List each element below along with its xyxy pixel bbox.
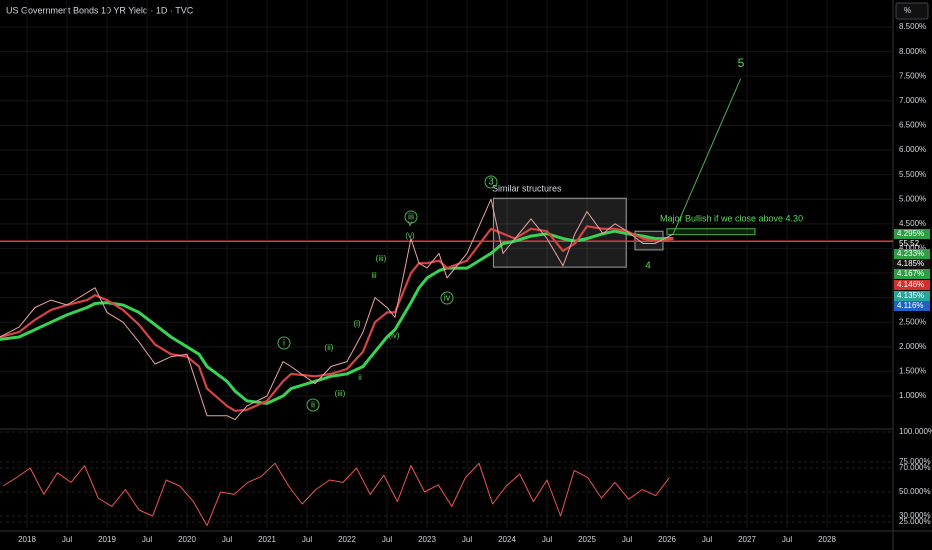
price-badge-label: 4.167% xyxy=(897,269,924,278)
x-tick-label: 2019 xyxy=(98,535,116,544)
x-tick-label: 2025 xyxy=(578,535,596,544)
wave-circle xyxy=(404,210,418,224)
price-badge-label: 4.116% xyxy=(897,301,924,310)
price-badge-label: 4.135% xyxy=(897,291,924,300)
price-badge xyxy=(894,280,930,290)
wave-label: iii xyxy=(371,271,377,280)
series-line xyxy=(0,229,674,405)
price-badge xyxy=(894,291,930,301)
y-tick-label: 5.500% xyxy=(899,170,926,179)
x-tick-label: Jul xyxy=(782,535,792,544)
price-badge-label: 4.295% xyxy=(897,229,924,238)
y-tick-label: 8.500% xyxy=(899,22,926,31)
wave-label: 3 xyxy=(488,177,494,188)
wave-label: iii xyxy=(408,211,414,221)
y-tick-label: 2.000% xyxy=(899,342,926,351)
x-tick-label: 2018 xyxy=(18,535,36,544)
wave-label: (iii) xyxy=(376,254,387,263)
wave-label: ii xyxy=(358,373,362,382)
x-tick-label: Jul xyxy=(302,535,312,544)
y-tick-label: 100.000% xyxy=(899,427,932,436)
y-tick-label: 5.000% xyxy=(899,194,926,203)
wave-label: (v) xyxy=(405,231,415,240)
x-tick-label: Jul xyxy=(622,535,632,544)
y-tick-label: 4.500% xyxy=(899,219,926,228)
wave-label: v xyxy=(408,219,412,228)
x-tick-label: Jul xyxy=(462,535,472,544)
wave-label: (iii) xyxy=(335,389,346,398)
wave-label: 4 xyxy=(645,261,651,272)
unit-button[interactable] xyxy=(895,2,929,20)
x-tick-label: Jul xyxy=(142,535,152,544)
annotation: Major Bullish if we close above 4.30 xyxy=(660,213,803,223)
price-badge-label: 4.233% xyxy=(897,249,924,258)
y-tick-label: 4.000% xyxy=(899,244,926,253)
x-tick-label: 2022 xyxy=(338,535,356,544)
y-tick-label: 50.000% xyxy=(899,487,931,496)
wave-label: i xyxy=(283,337,285,347)
wave-label: (iv) xyxy=(388,331,399,340)
y-tick-label: 6.500% xyxy=(899,121,926,130)
wave-label: (ii) xyxy=(325,343,334,352)
y-tick-label: 75.000% xyxy=(899,457,931,466)
wave-circle xyxy=(277,336,291,350)
y-tick-label: 1.500% xyxy=(899,367,926,376)
y-tick-label: 2.500% xyxy=(899,317,926,326)
series-line xyxy=(0,225,674,412)
countdown: 55:52 xyxy=(899,239,920,248)
y-tick-label: 6.000% xyxy=(899,145,926,154)
y-tick-label: 7.500% xyxy=(899,71,926,80)
chart-title: US Government Bonds 10 YR Yield · 1D · T… xyxy=(6,5,194,15)
price-badge xyxy=(894,269,930,279)
x-tick-label: 2028 xyxy=(818,535,836,544)
wave-label: (i) xyxy=(353,319,360,328)
wave-circle xyxy=(484,175,498,189)
wave-label: iv xyxy=(444,292,451,302)
x-tick-label: 2027 xyxy=(738,535,756,544)
x-tick-label: Jul xyxy=(62,535,72,544)
price-badge xyxy=(894,259,930,269)
price-badge-label: 4.146% xyxy=(897,280,924,289)
series-line xyxy=(0,198,674,421)
price-badge xyxy=(894,229,930,239)
y-tick-label: 1.000% xyxy=(899,391,926,400)
rsi-line xyxy=(2,462,670,527)
x-tick-label: 2026 xyxy=(658,535,676,544)
projection-line xyxy=(672,78,742,234)
x-tick-label: 2020 xyxy=(178,535,196,544)
wave-label: 5 xyxy=(738,56,745,70)
x-tick-label: Jul xyxy=(222,535,232,544)
y-tick-label: 30.000% xyxy=(899,511,931,520)
y-tick-label: 8.000% xyxy=(899,47,926,56)
y-tick-label: 70.000% xyxy=(899,463,931,472)
wave-label: ii xyxy=(311,399,315,409)
range-box xyxy=(666,228,756,236)
y-tick-label: 25.000% xyxy=(899,517,931,526)
y-tick-label: 7.000% xyxy=(899,96,926,105)
x-tick-label: 2024 xyxy=(498,535,516,544)
price-badge-label: 4.185% xyxy=(897,259,924,268)
annotation: Similar structures xyxy=(492,183,562,193)
x-tick-label: 2021 xyxy=(258,535,276,544)
wave-circle xyxy=(306,398,320,412)
x-tick-label: Jul xyxy=(382,535,392,544)
x-tick-label: 2023 xyxy=(418,535,436,544)
unit-button-label[interactable]: % xyxy=(904,6,911,15)
x-tick-label: Jul xyxy=(702,535,712,544)
price-badge xyxy=(894,249,930,259)
x-tick-label: Jul xyxy=(542,535,552,544)
price-badge xyxy=(894,301,930,311)
wave-circle xyxy=(440,291,454,305)
